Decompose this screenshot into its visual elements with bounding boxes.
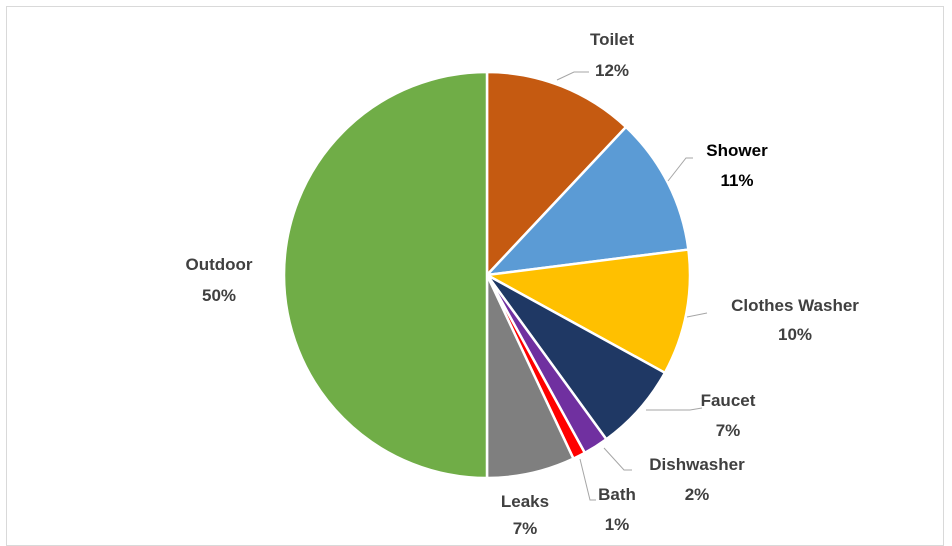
label-value-shower: 11%: [720, 171, 753, 190]
label-value-dishwasher: 2%: [685, 485, 710, 504]
leader-line-shower: [667, 157, 693, 182]
pie-slices: [282, 70, 692, 480]
label-category-outdoor: Outdoor: [185, 255, 252, 274]
slice-toilet: [485, 70, 628, 277]
slice-clothes-washer: [485, 248, 692, 375]
leader-lines: [556, 71, 708, 501]
leader-line-bath: [579, 458, 596, 501]
label-value-faucet: 7%: [716, 421, 741, 440]
label-category-leaks: Leaks: [501, 492, 549, 511]
label-category-shower: Shower: [706, 141, 768, 160]
label-value-clothes-washer: 10%: [778, 325, 812, 344]
leader-line-faucet: [646, 407, 703, 411]
data-labels: Toilet 12% Shower 11% Clothes Washer 10% Fauce…: [185, 30, 859, 537]
label-value-outdoor: 50%: [202, 286, 236, 305]
label-value-toilet: 12%: [595, 61, 629, 80]
label-category-clothes-washer: Clothes Washer: [731, 296, 859, 315]
label-category-dishwasher: Dishwasher: [649, 455, 745, 474]
label-category-bath: Bath: [598, 485, 636, 504]
leader-line-dishwasher: [603, 447, 632, 471]
slice-shower: [485, 125, 690, 277]
label-value-bath: 1%: [605, 515, 630, 534]
leader-line-toilet: [556, 71, 589, 81]
slice-outdoor: [282, 70, 489, 480]
label-category-faucet: Faucet: [701, 391, 756, 410]
leader-line-clothes-washer: [686, 312, 708, 318]
label-value-leaks: 7%: [513, 519, 538, 537]
label-category-toilet: Toilet: [590, 30, 634, 49]
